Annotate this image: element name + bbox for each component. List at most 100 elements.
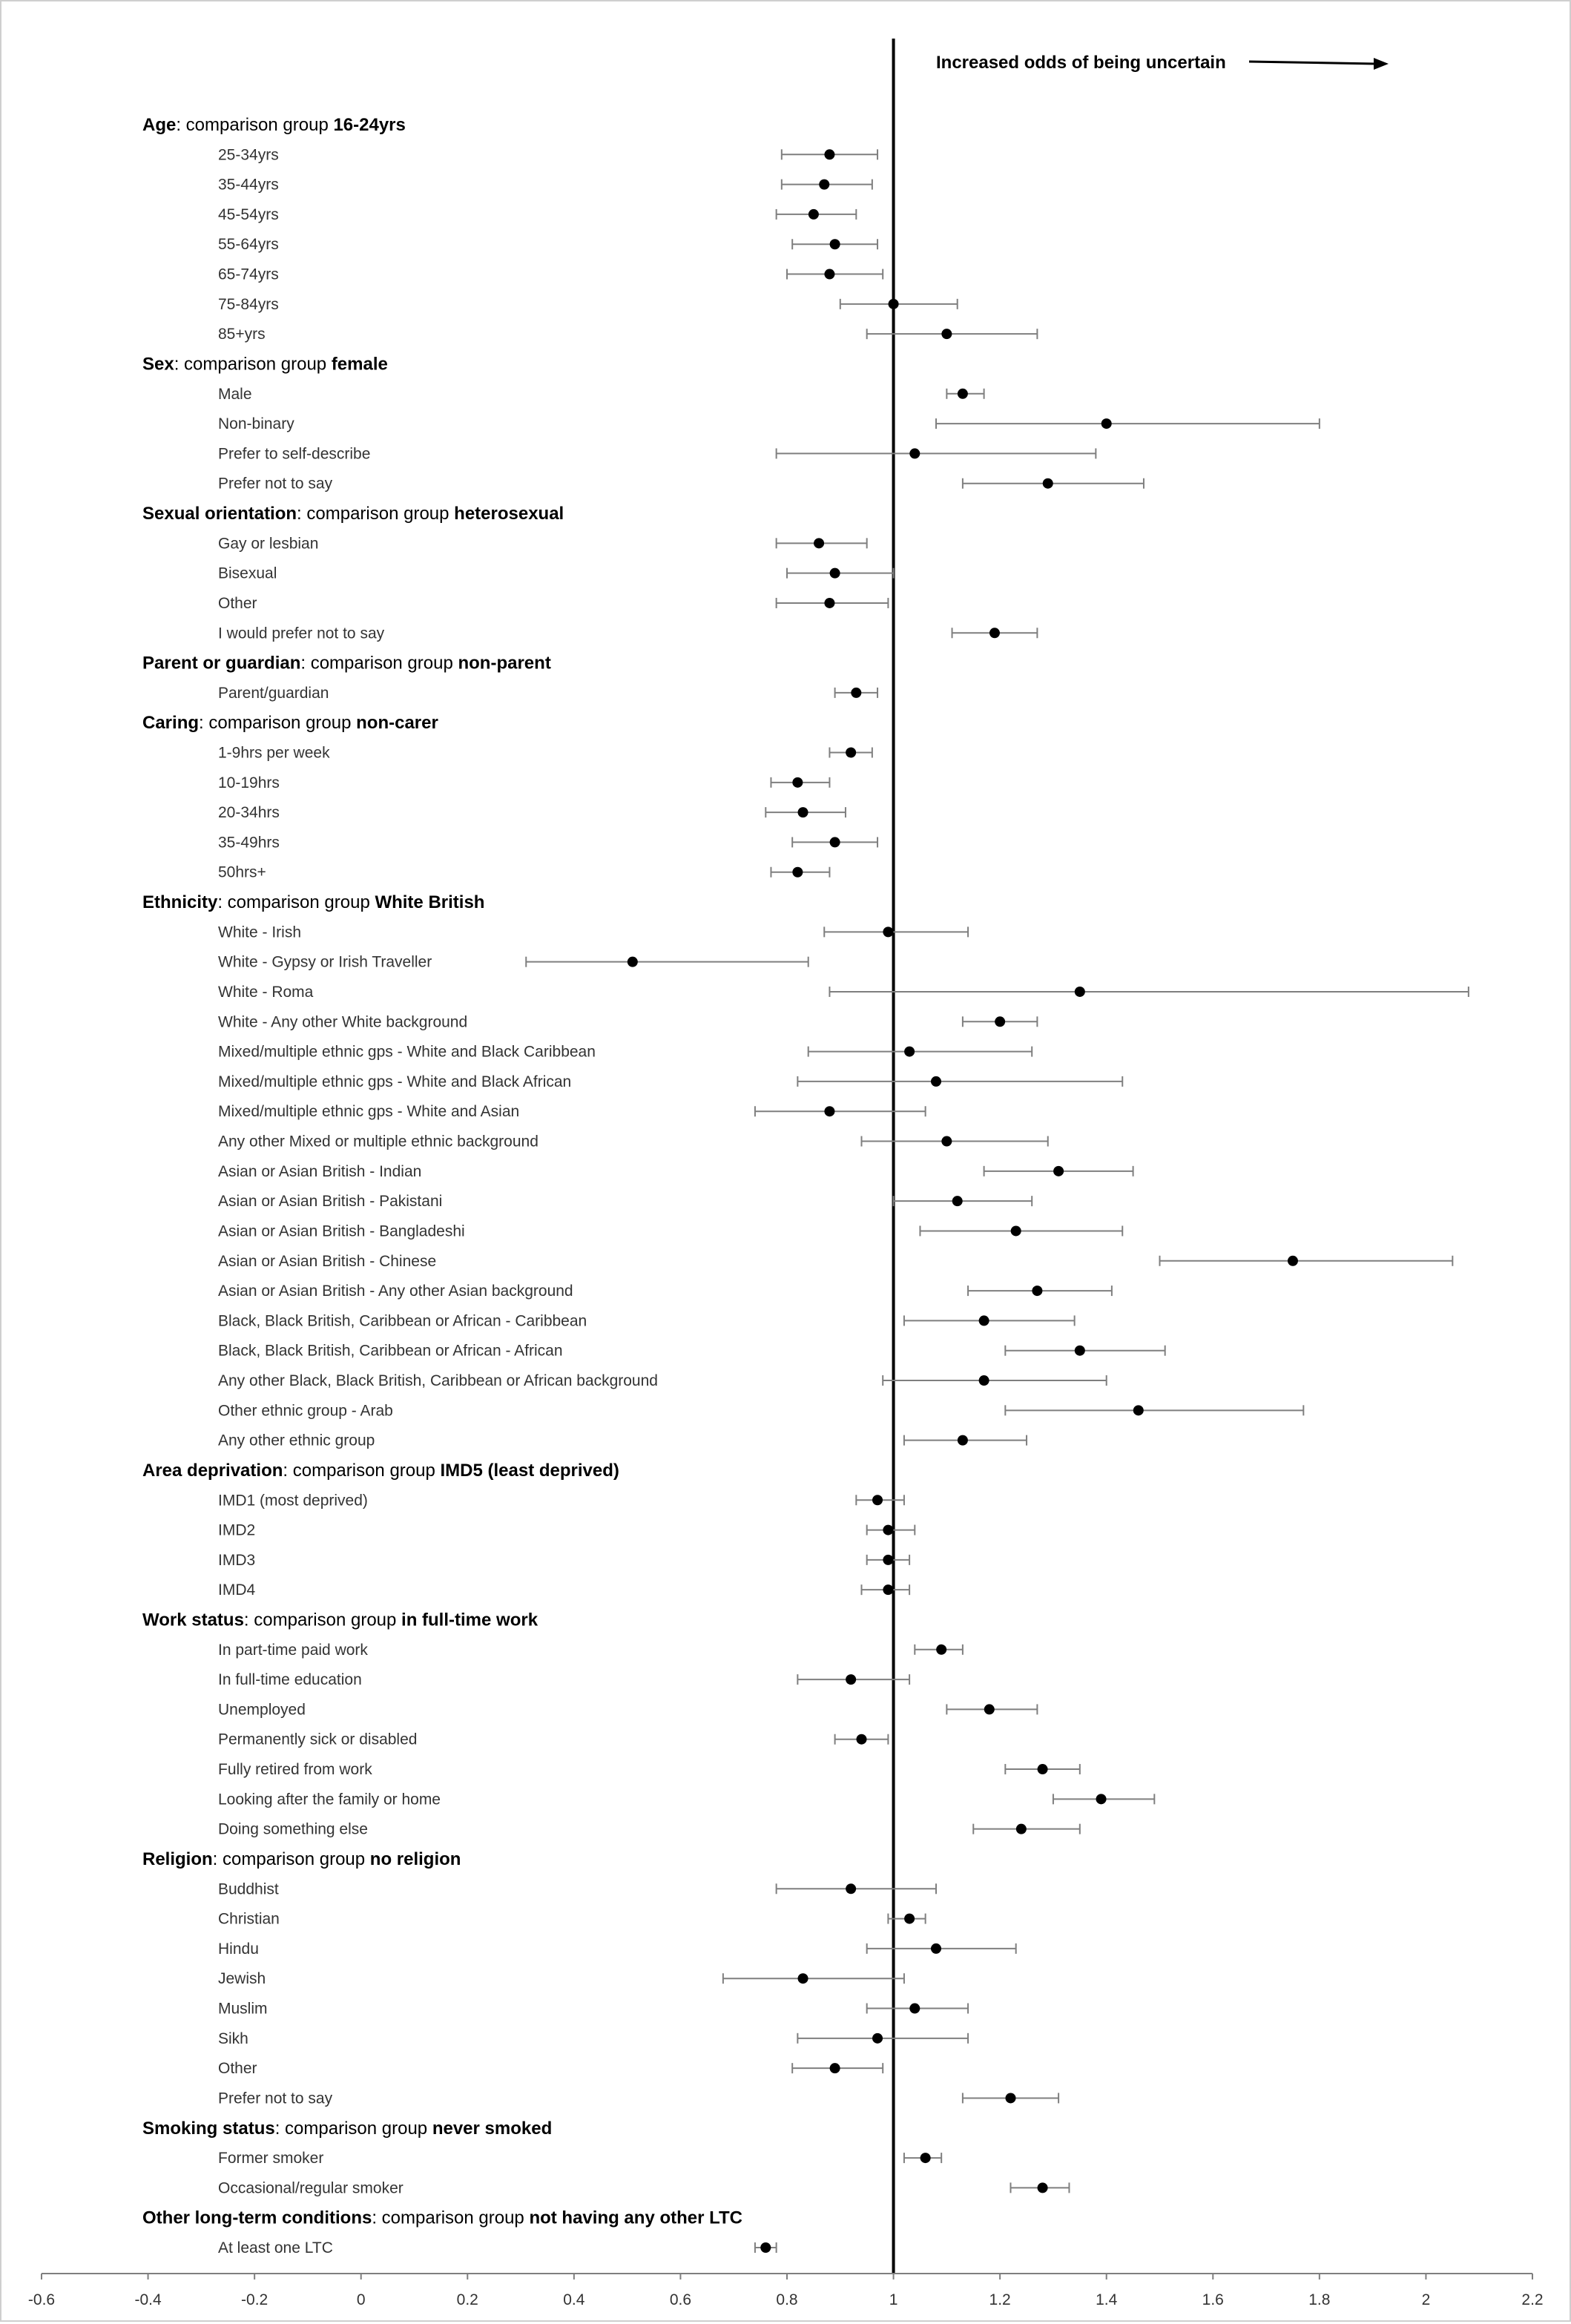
group-name: Sexual orientation xyxy=(142,504,297,524)
odds-ratio-point xyxy=(824,149,835,160)
group-reference: no religion xyxy=(370,1849,461,1869)
row-label: Bisexual xyxy=(218,565,277,582)
group-comparison-text: : comparison group xyxy=(275,2119,432,2139)
odds-ratio-point xyxy=(931,1076,941,1087)
odds-ratio-point xyxy=(1032,1286,1043,1297)
odds-ratio-point xyxy=(883,926,894,938)
row-label: 55-64yrs xyxy=(218,236,279,253)
group-header: Area deprivation: comparison group IMD5 … xyxy=(142,1461,619,1481)
x-tick-label: 0 xyxy=(357,2291,366,2308)
row-label: Male xyxy=(218,386,252,403)
odds-ratio-point xyxy=(1096,1794,1107,1805)
row-label: Asian or Asian British - Chinese xyxy=(218,1253,436,1270)
row-label: I would prefer not to say xyxy=(218,625,385,642)
row-label: Black, Black British, Caribbean or Afric… xyxy=(218,1312,587,1329)
x-tick-label: -0.6 xyxy=(28,2291,55,2308)
row-label: Looking after the family or home xyxy=(218,1791,441,1808)
odds-ratio-point xyxy=(883,1524,894,1535)
group-comparison-text: : comparison group xyxy=(244,1610,401,1630)
row-label: White - Gypsy or Irish Traveller xyxy=(218,954,432,971)
odds-ratio-point xyxy=(1037,1764,1048,1775)
odds-ratio-point xyxy=(909,448,920,459)
row-label: Hindu xyxy=(218,1940,259,1958)
odds-ratio-point xyxy=(824,269,835,280)
row-label: Former smoker xyxy=(218,2150,323,2167)
odds-ratio-point xyxy=(797,807,808,818)
odds-ratio-point xyxy=(1010,1225,1021,1237)
odds-ratio-point xyxy=(829,2063,840,2074)
group-reference: White British xyxy=(375,892,484,912)
group-comparison-text: : comparison group xyxy=(213,1849,370,1869)
row-label: Doing something else xyxy=(218,1821,368,1838)
row-label: Other xyxy=(218,2060,257,2077)
group-name: Sex xyxy=(142,354,174,374)
x-tick-label: 0.2 xyxy=(457,2291,478,2308)
row-label: Any other ethnic group xyxy=(218,1432,375,1449)
row-label: Permanently sick or disabled xyxy=(218,1731,417,1748)
group-reference: not having any other LTC xyxy=(529,2208,742,2228)
row-label: Mixed/multiple ethnic gps - White and Bl… xyxy=(218,1073,571,1090)
group-name: Work status xyxy=(142,1610,244,1630)
odds-ratio-point xyxy=(941,1136,952,1147)
x-tick-label: 0.8 xyxy=(776,2291,797,2308)
odds-ratio-point xyxy=(808,208,819,220)
group-comparison-text: : comparison group xyxy=(297,504,454,524)
group-reference: 16-24yrs xyxy=(333,115,405,135)
group-reference: female xyxy=(332,354,388,374)
row-label: Any other Black, Black British, Caribbea… xyxy=(218,1372,658,1389)
row-label: Asian or Asian British - Bangladeshi xyxy=(218,1222,465,1240)
annotation-arrow-head xyxy=(1374,58,1389,70)
row-label: Other xyxy=(218,595,257,612)
row-label: Sikh xyxy=(218,2030,248,2047)
row-label: 85+yrs xyxy=(218,326,266,343)
row-label: Fully retired from work xyxy=(218,1761,372,1778)
odds-ratio-point xyxy=(1005,2093,1016,2104)
x-tick-label: 1.4 xyxy=(1096,2291,1118,2308)
group-header: Religion: comparison group no religion xyxy=(142,1849,461,1869)
row-label: 65-74yrs xyxy=(218,266,279,283)
odds-ratio-point xyxy=(1074,1345,1085,1356)
odds-ratio-point xyxy=(931,1943,941,1954)
odds-ratio-point xyxy=(856,1734,867,1745)
row-label: 45-54yrs xyxy=(218,206,279,223)
row-label: White - Roma xyxy=(218,984,314,1001)
group-header: Work status: comparison group in full-ti… xyxy=(142,1610,539,1630)
row-label: 50hrs+ xyxy=(218,864,266,881)
odds-ratio-point xyxy=(984,1704,995,1715)
group-name: Religion xyxy=(142,1849,213,1869)
row-label: IMD1 (most deprived) xyxy=(218,1492,368,1509)
odds-ratio-point xyxy=(1042,478,1053,489)
row-label: Parent/guardian xyxy=(218,685,329,702)
x-tick-label: 1.8 xyxy=(1308,2291,1330,2308)
odds-ratio-point xyxy=(792,777,803,788)
odds-ratio-point xyxy=(1037,2182,1048,2193)
odds-ratio-point xyxy=(904,1913,915,1924)
odds-ratio-point xyxy=(909,2003,920,2014)
group-comparison-text: : comparison group xyxy=(174,354,332,374)
group-header: Parent or guardian: comparison group non… xyxy=(142,654,551,674)
row-label: Jewish xyxy=(218,1970,266,1987)
odds-ratio-point xyxy=(814,538,825,549)
row-label: Buddhist xyxy=(218,1880,279,1897)
annotation-arrow-shaft xyxy=(1248,60,1376,65)
group-header: Sex: comparison group female xyxy=(142,354,388,374)
row-label: White - Any other White background xyxy=(218,1013,467,1030)
group-name: Caring xyxy=(142,713,199,733)
row-label: IMD4 xyxy=(218,1581,255,1599)
row-label: Unemployed xyxy=(218,1701,306,1718)
odds-ratio-point xyxy=(824,1106,835,1117)
odds-ratio-point xyxy=(760,2242,771,2253)
x-tick-label: 2.2 xyxy=(1521,2291,1543,2308)
row-label: IMD2 xyxy=(218,1522,255,1539)
row-label: 35-49hrs xyxy=(218,834,280,851)
row-label: 75-84yrs xyxy=(218,296,279,313)
odds-ratio-point xyxy=(957,388,968,399)
x-tick-label: 0.6 xyxy=(670,2291,691,2308)
row-label: Other ethnic group - Arab xyxy=(218,1402,393,1419)
row-label: Gay or lesbian xyxy=(218,535,318,552)
odds-ratio-point xyxy=(920,2153,931,2164)
group-header: Sexual orientation: comparison group het… xyxy=(142,504,564,524)
group-reference: IMD5 (least deprived) xyxy=(441,1461,619,1481)
